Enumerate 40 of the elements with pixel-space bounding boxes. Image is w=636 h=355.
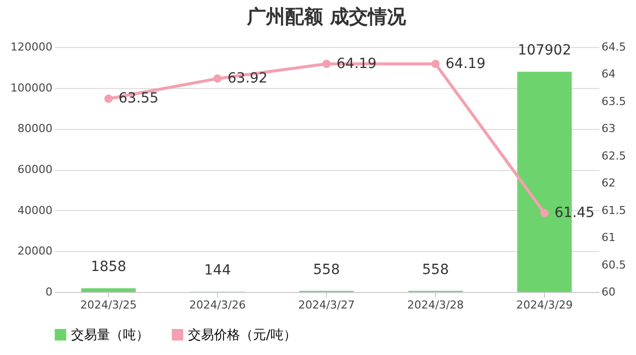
legend-label: 交易价格（元/吨） (188, 326, 296, 343)
x-tick-label: 2024/3/25 (80, 298, 137, 312)
data-label: 63.92 (228, 70, 268, 87)
y2-tick-label: 60.5 (602, 258, 626, 272)
y-tick-label: 120000 (10, 40, 52, 54)
point (431, 60, 440, 68)
x-tick-label: 2024/3/27 (298, 298, 355, 312)
y-tick-label: 100000 (10, 81, 52, 94)
y2-tick-label: 63.5 (602, 94, 626, 108)
y2-tick-label: 64 (602, 68, 616, 81)
y-tick-label: 20000 (18, 244, 52, 258)
y2-tick-label: 60 (602, 286, 616, 298)
legend-label: 交易量（吨） (71, 326, 149, 343)
data-label: 63.55 (118, 90, 159, 107)
data-label: 64.19 (446, 56, 486, 72)
x-tick-label: 2024/3/28 (407, 298, 464, 312)
data-label: 558 (422, 262, 449, 278)
data-label: 558 (313, 262, 340, 278)
chart-title: 广州配额 成交情况 (246, 6, 407, 28)
y-tick-label: 0 (46, 286, 52, 298)
point (104, 94, 113, 103)
x-tick-label: 2024/3/26 (189, 298, 246, 312)
y-tick-label: 80000 (18, 122, 52, 136)
data-label: 64.19 (336, 56, 377, 72)
y2-tick-label: 61.5 (602, 204, 626, 217)
y2-tick-label: 62 (602, 176, 616, 190)
y2-tick-label: 61 (602, 231, 616, 244)
y2-tick-label: 62.5 (602, 149, 626, 162)
y2-tick-label: 63 (602, 122, 616, 136)
y-tick-label: 40000 (18, 204, 52, 217)
point (322, 60, 331, 68)
data-label: 1858 (90, 259, 126, 276)
data-label: 107902 (518, 42, 572, 59)
bar (81, 288, 136, 292)
data-label: 144 (204, 262, 231, 279)
y-tick-label: 60000 (18, 163, 52, 176)
point (540, 208, 549, 218)
y2-tick-label: 64.5 (602, 40, 626, 54)
point (213, 74, 222, 83)
x-tick-label: 2024/3/29 (516, 298, 573, 312)
